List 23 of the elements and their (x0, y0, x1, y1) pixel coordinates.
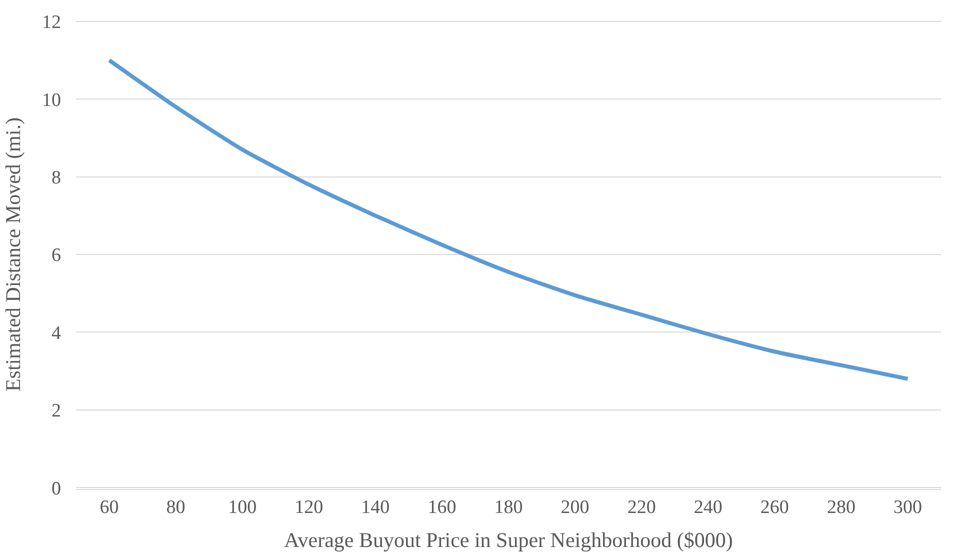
x-tick-label: 80 (166, 496, 186, 518)
y-tick-label: 10 (42, 90, 61, 111)
line-series (107, 58, 910, 381)
y-tick-label: 0 (52, 478, 61, 500)
x-tick-label: 60 (100, 496, 119, 518)
x-tick-label: 300 (893, 496, 922, 518)
x-tick-label: 240 (694, 496, 722, 518)
x-tick-label: 200 (560, 496, 590, 518)
x-tick-label: 100 (228, 496, 257, 518)
y-tick-label: 6 (52, 245, 61, 266)
y-tick-label: 8 (52, 167, 61, 188)
x-tick-label: 260 (760, 496, 789, 518)
x-tick-label: 120 (294, 496, 324, 518)
x-axis-title: Average Buyout Price in Super Neighborhood ($000) (284, 528, 733, 552)
y-axis-title: Estimated Distance Moved (mi.) (1, 117, 26, 392)
x-tick-label: 180 (494, 496, 523, 518)
y-tick-label: 4 (52, 322, 62, 344)
x-tick-label: 220 (627, 496, 656, 518)
x-tick-label: 160 (428, 496, 456, 518)
x-tick-label: 140 (361, 496, 390, 518)
x-tick-label: 280 (826, 496, 856, 518)
y-tick-label: 12 (42, 12, 61, 34)
y-tick-label: 2 (52, 400, 61, 422)
